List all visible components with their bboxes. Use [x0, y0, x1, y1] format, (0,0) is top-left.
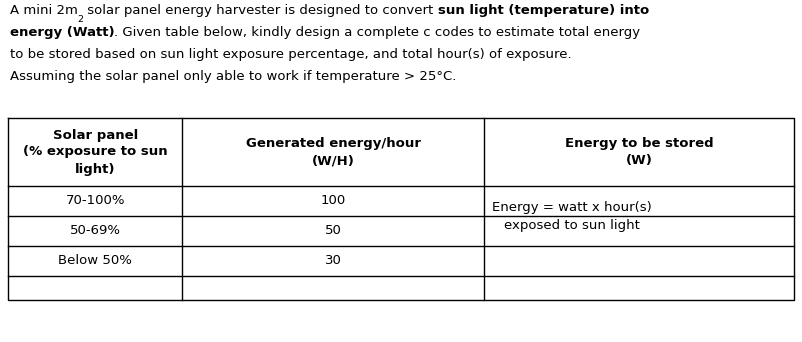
Text: Energy = watt x hour(s)
exposed to sun light: Energy = watt x hour(s) exposed to sun l… [492, 200, 652, 232]
Text: 100: 100 [321, 195, 346, 208]
Text: Solar panel
(% exposure to sun
light): Solar panel (% exposure to sun light) [23, 129, 168, 175]
Text: to be stored based on sun light exposure percentage, and total hour(s) of exposu: to be stored based on sun light exposure… [10, 48, 571, 61]
Text: Energy to be stored
(W): Energy to be stored (W) [565, 137, 714, 167]
Text: 50-69%: 50-69% [70, 224, 121, 237]
Text: Below 50%: Below 50% [59, 254, 132, 267]
Text: 30: 30 [325, 254, 342, 267]
Text: 50: 50 [325, 224, 342, 237]
Text: energy (Watt): energy (Watt) [10, 26, 114, 39]
Text: 2: 2 [78, 15, 83, 24]
Text: A mini 2m: A mini 2m [10, 4, 78, 17]
Text: solar panel energy harvester is designed to convert: solar panel energy harvester is designed… [83, 4, 438, 17]
Text: 70-100%: 70-100% [66, 195, 125, 208]
Text: Generated energy/hour
(W/H): Generated energy/hour (W/H) [246, 137, 421, 167]
Text: Assuming the solar panel only able to work if temperature > 25°C.: Assuming the solar panel only able to wo… [10, 70, 456, 83]
Text: . Given table below, kindly design a complete c codes to estimate total energy: . Given table below, kindly design a com… [114, 26, 640, 39]
Text: sun light (temperature) into: sun light (temperature) into [438, 4, 650, 17]
